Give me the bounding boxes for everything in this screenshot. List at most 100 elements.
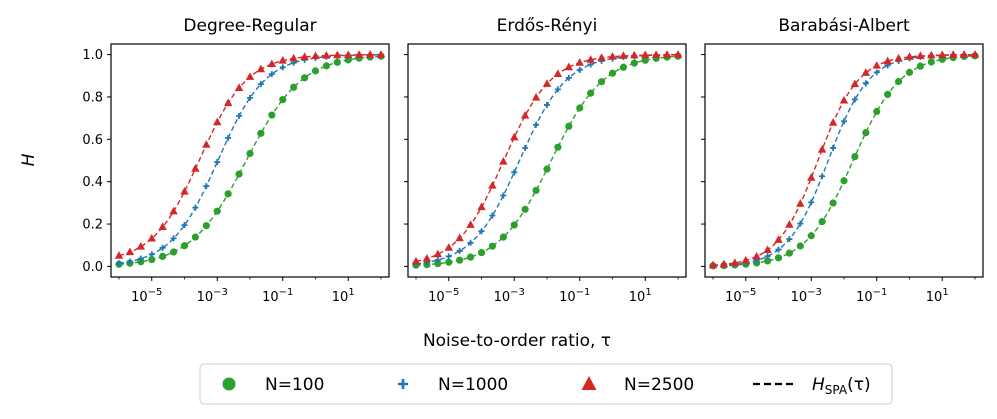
data-point-triangle [289,53,298,62]
data-point-circle [543,165,551,173]
data-point-triangle [970,50,980,58]
data-point-triangle [662,50,672,58]
data-point-plus [851,96,858,103]
data-point-plus [862,80,869,87]
data-point-plus [808,199,815,206]
data-point-circle [191,233,199,241]
data-point-triangle [433,249,443,258]
legend-item: N=100 [222,375,324,395]
data-point-circle [576,104,584,112]
y-tick-label: 1.0 [82,48,103,63]
data-point-circle [608,69,617,77]
data-point-circle [456,256,464,264]
data-point-circle [466,253,475,261]
data-point-circle [851,152,859,161]
data-point-plus [456,247,463,254]
x-tick-label: 101 [629,287,652,305]
data-point-circle [213,207,221,215]
data-point-circle [641,56,649,64]
data-point-triangle [234,83,244,91]
data-point-circle [619,63,627,71]
data-point-circle [290,83,298,91]
data-point-triangle [927,50,936,59]
fit-curve-triangle [712,53,976,266]
panel-3: Barabási-Albert 10−5 10−3 10−1 101 [701,16,984,305]
data-point-circle [488,242,496,250]
x-tick-label: 10−5 [131,287,162,305]
data-point-triangle [245,72,255,80]
data-point-triangle [959,50,969,58]
data-point-triangle [708,260,718,269]
x-tick-label: 101 [926,287,949,305]
data-point-triangle [322,50,331,59]
data-point-triangle [850,79,860,88]
data-point-plus [225,134,232,141]
data-point-triangle [673,50,683,58]
data-point-triangle [542,79,552,87]
data-point-triangle [916,51,925,59]
data-point-plus [467,239,474,246]
data-point-triangle [455,233,464,242]
data-point-circle [829,199,837,207]
data-point-circle [499,233,507,241]
data-point-circle [235,170,243,178]
data-point-triangle [531,92,541,101]
data-point-circle [246,149,254,158]
data-point-plus [478,228,485,235]
data-point-plus [841,118,847,125]
data-point-circle [202,222,210,230]
data-point-circle [818,217,826,226]
data-point-circle [268,111,276,119]
data-point-triangle [597,53,606,61]
data-point-plus [181,222,188,229]
data-point-triangle [752,251,761,260]
data-point-triangle [883,56,892,65]
legend-marker [222,377,236,391]
data-point-plus [830,144,837,151]
legend-frame [199,363,893,405]
data-point-circle [884,90,892,99]
x-tick-label: 101 [332,287,355,305]
data-point-triangle [575,58,584,66]
fit-curve-circle [118,55,382,265]
data-point-plus [764,253,771,260]
data-point-triangle [938,50,947,59]
data-point-circle [257,129,265,137]
data-point-plus [236,112,243,119]
data-point-circle [774,254,783,262]
x-tick-label: 10−5 [725,287,756,305]
x-tick-label: 10−1 [262,287,293,305]
legend: N=100 N=1000 N=2500 HSPA(τ) [199,363,893,405]
data-point-triangle [774,235,783,243]
data-point-plus [500,192,507,199]
fit-curve-circle [415,55,679,266]
y-tick-label: 0.0 [82,260,103,275]
legend-marker [398,379,408,389]
x-tick-label: 10−3 [791,287,822,305]
data-point-triangle [311,51,320,60]
legend-label: HSPA(τ) [812,375,871,397]
data-point-triangle [213,117,222,126]
data-point-plus [268,71,275,78]
data-point-plus [544,101,550,108]
data-point-triangle [333,50,342,59]
data-point-plus [797,220,804,227]
data-point-triangle [147,233,156,242]
data-point-plus [214,159,221,166]
data-point-circle [311,67,320,75]
data-point-triangle [444,243,453,251]
data-point-triangle [608,52,617,60]
data-point-triangle [651,50,661,58]
fit-curve-circle [712,55,976,267]
legend-label: N=100 [265,375,324,395]
y-tick-label: 0.4 [82,175,103,190]
data-point-plus [257,81,264,88]
data-point-triangle [376,50,386,58]
data-point-triangle [300,52,309,61]
data-point-triangle [785,220,794,228]
data-point-plus [554,86,561,93]
data-point-plus [126,258,133,265]
data-point-circle [333,58,341,66]
data-point-triangle [267,59,277,68]
data-point-triangle [861,68,871,76]
